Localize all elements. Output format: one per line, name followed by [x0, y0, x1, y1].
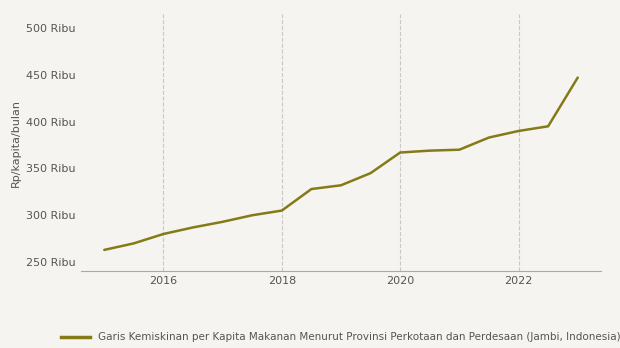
Legend: Garis Kemiskinan per Kapita Makanan Menurut Provinsi Perkotaan dan Perdesaan (Ja: Garis Kemiskinan per Kapita Makanan Menu… [57, 328, 620, 347]
Y-axis label: Rp/kapita/bulan: Rp/kapita/bulan [11, 99, 20, 187]
